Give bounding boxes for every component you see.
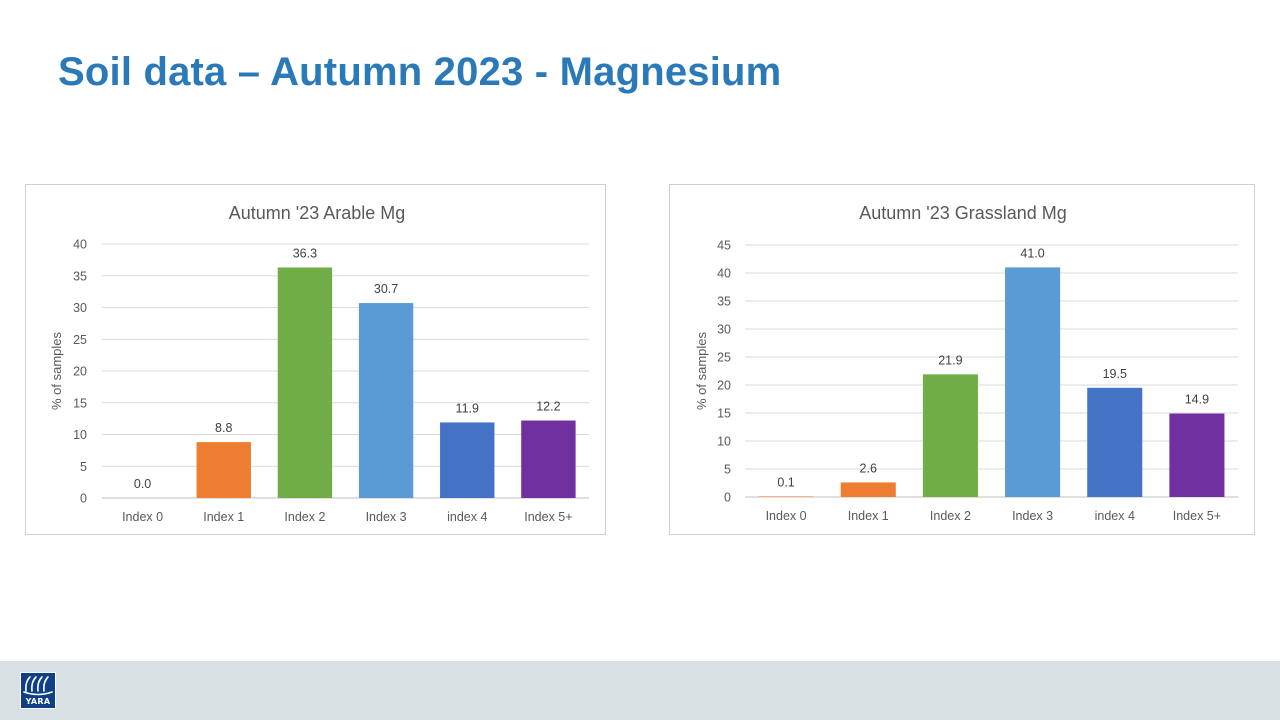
x-tick-label: Index 5+ [1173,509,1221,523]
y-tick-label: 5 [724,463,731,477]
bar [1087,387,1143,497]
x-tick-label: Index 3 [366,510,407,524]
data-label: 14.9 [1185,393,1209,407]
x-tick-label: Index 0 [766,509,807,523]
data-label: 36.3 [293,246,317,260]
bar [196,442,251,498]
arable-mg-chart: Autumn '23 Arable Mg 0 5 10 15 20 25 30 35 40 % of… [25,184,606,535]
y-tick-label: 40 [717,267,731,281]
data-label: 8.8 [215,421,232,435]
bar [1169,413,1225,497]
y-tick-label: 30 [73,301,87,315]
y-tick-label: 35 [73,269,87,283]
x-tick-label: index 4 [1095,509,1135,523]
data-label: 0.0 [134,477,151,491]
bar [358,303,414,498]
data-label: 19.5 [1103,367,1127,381]
y-tick-label: 20 [717,379,731,393]
bar [922,374,978,497]
y-axis-label: % of samples [694,331,709,410]
bar [521,420,576,498]
y-tick-label: 10 [73,428,87,442]
x-tick-label: Index 3 [1012,509,1053,523]
y-tick-label: 25 [73,333,87,347]
y-tick-label: 25 [717,351,731,365]
data-label: 12.2 [536,400,560,414]
x-tick-label: Index 1 [203,510,244,524]
y-tick-label: 35 [717,295,731,309]
slide-title: Soil data – Autumn 2023 - Magnesium [58,50,782,94]
data-label: 41.0 [1020,246,1044,260]
x-tick-label: Index 1 [848,509,889,523]
y-tick-label: 45 [717,239,731,253]
yara-logo: YARA [20,672,56,709]
grassland-mg-chart-svg: Autumn '23 Grassland Mg 0 5 10 15 20 25 30 35 40 4… [694,203,1238,523]
y-tick-label: 40 [73,238,87,252]
chart-title: Autumn '23 Arable Mg [229,203,406,223]
bar [840,482,896,497]
bar [440,422,495,498]
data-label: 30.7 [374,282,398,296]
y-tick-label: 0 [80,492,87,506]
x-tick-label: Index 0 [122,510,163,524]
data-label: 0.1 [777,475,794,489]
y-tick-label: 15 [73,396,87,410]
logo-text: YARA [25,697,51,706]
data-label: 11.9 [456,401,479,415]
y-axis-label: % of samples [49,331,64,410]
x-tick-label: Index 5+ [524,510,572,524]
data-label: 21.9 [938,353,962,367]
x-tick-label: Index 2 [284,510,325,524]
y-tick-label: 20 [73,365,87,379]
bar [277,267,333,498]
y-tick-label: 15 [717,407,731,421]
chart-title: Autumn '23 Grassland Mg [859,203,1067,223]
y-tick-label: 30 [717,323,731,337]
grassland-mg-chart: Autumn '23 Grassland Mg 0 5 10 15 20 25 30 35 40 4… [669,184,1255,535]
x-tick-label: Index 2 [930,509,971,523]
viking-ship-icon [23,676,53,696]
data-label: 2.6 [860,461,877,475]
y-tick-label: 0 [724,491,731,505]
footer-bar [0,661,1280,720]
arable-mg-chart-svg: Autumn '23 Arable Mg 0 5 10 15 20 25 30 35 40 % of… [49,203,589,524]
x-tick-label: index 4 [447,510,487,524]
bar [1005,267,1061,497]
bar [758,496,814,497]
y-tick-label: 5 [80,460,87,474]
y-tick-label: 10 [717,435,731,449]
